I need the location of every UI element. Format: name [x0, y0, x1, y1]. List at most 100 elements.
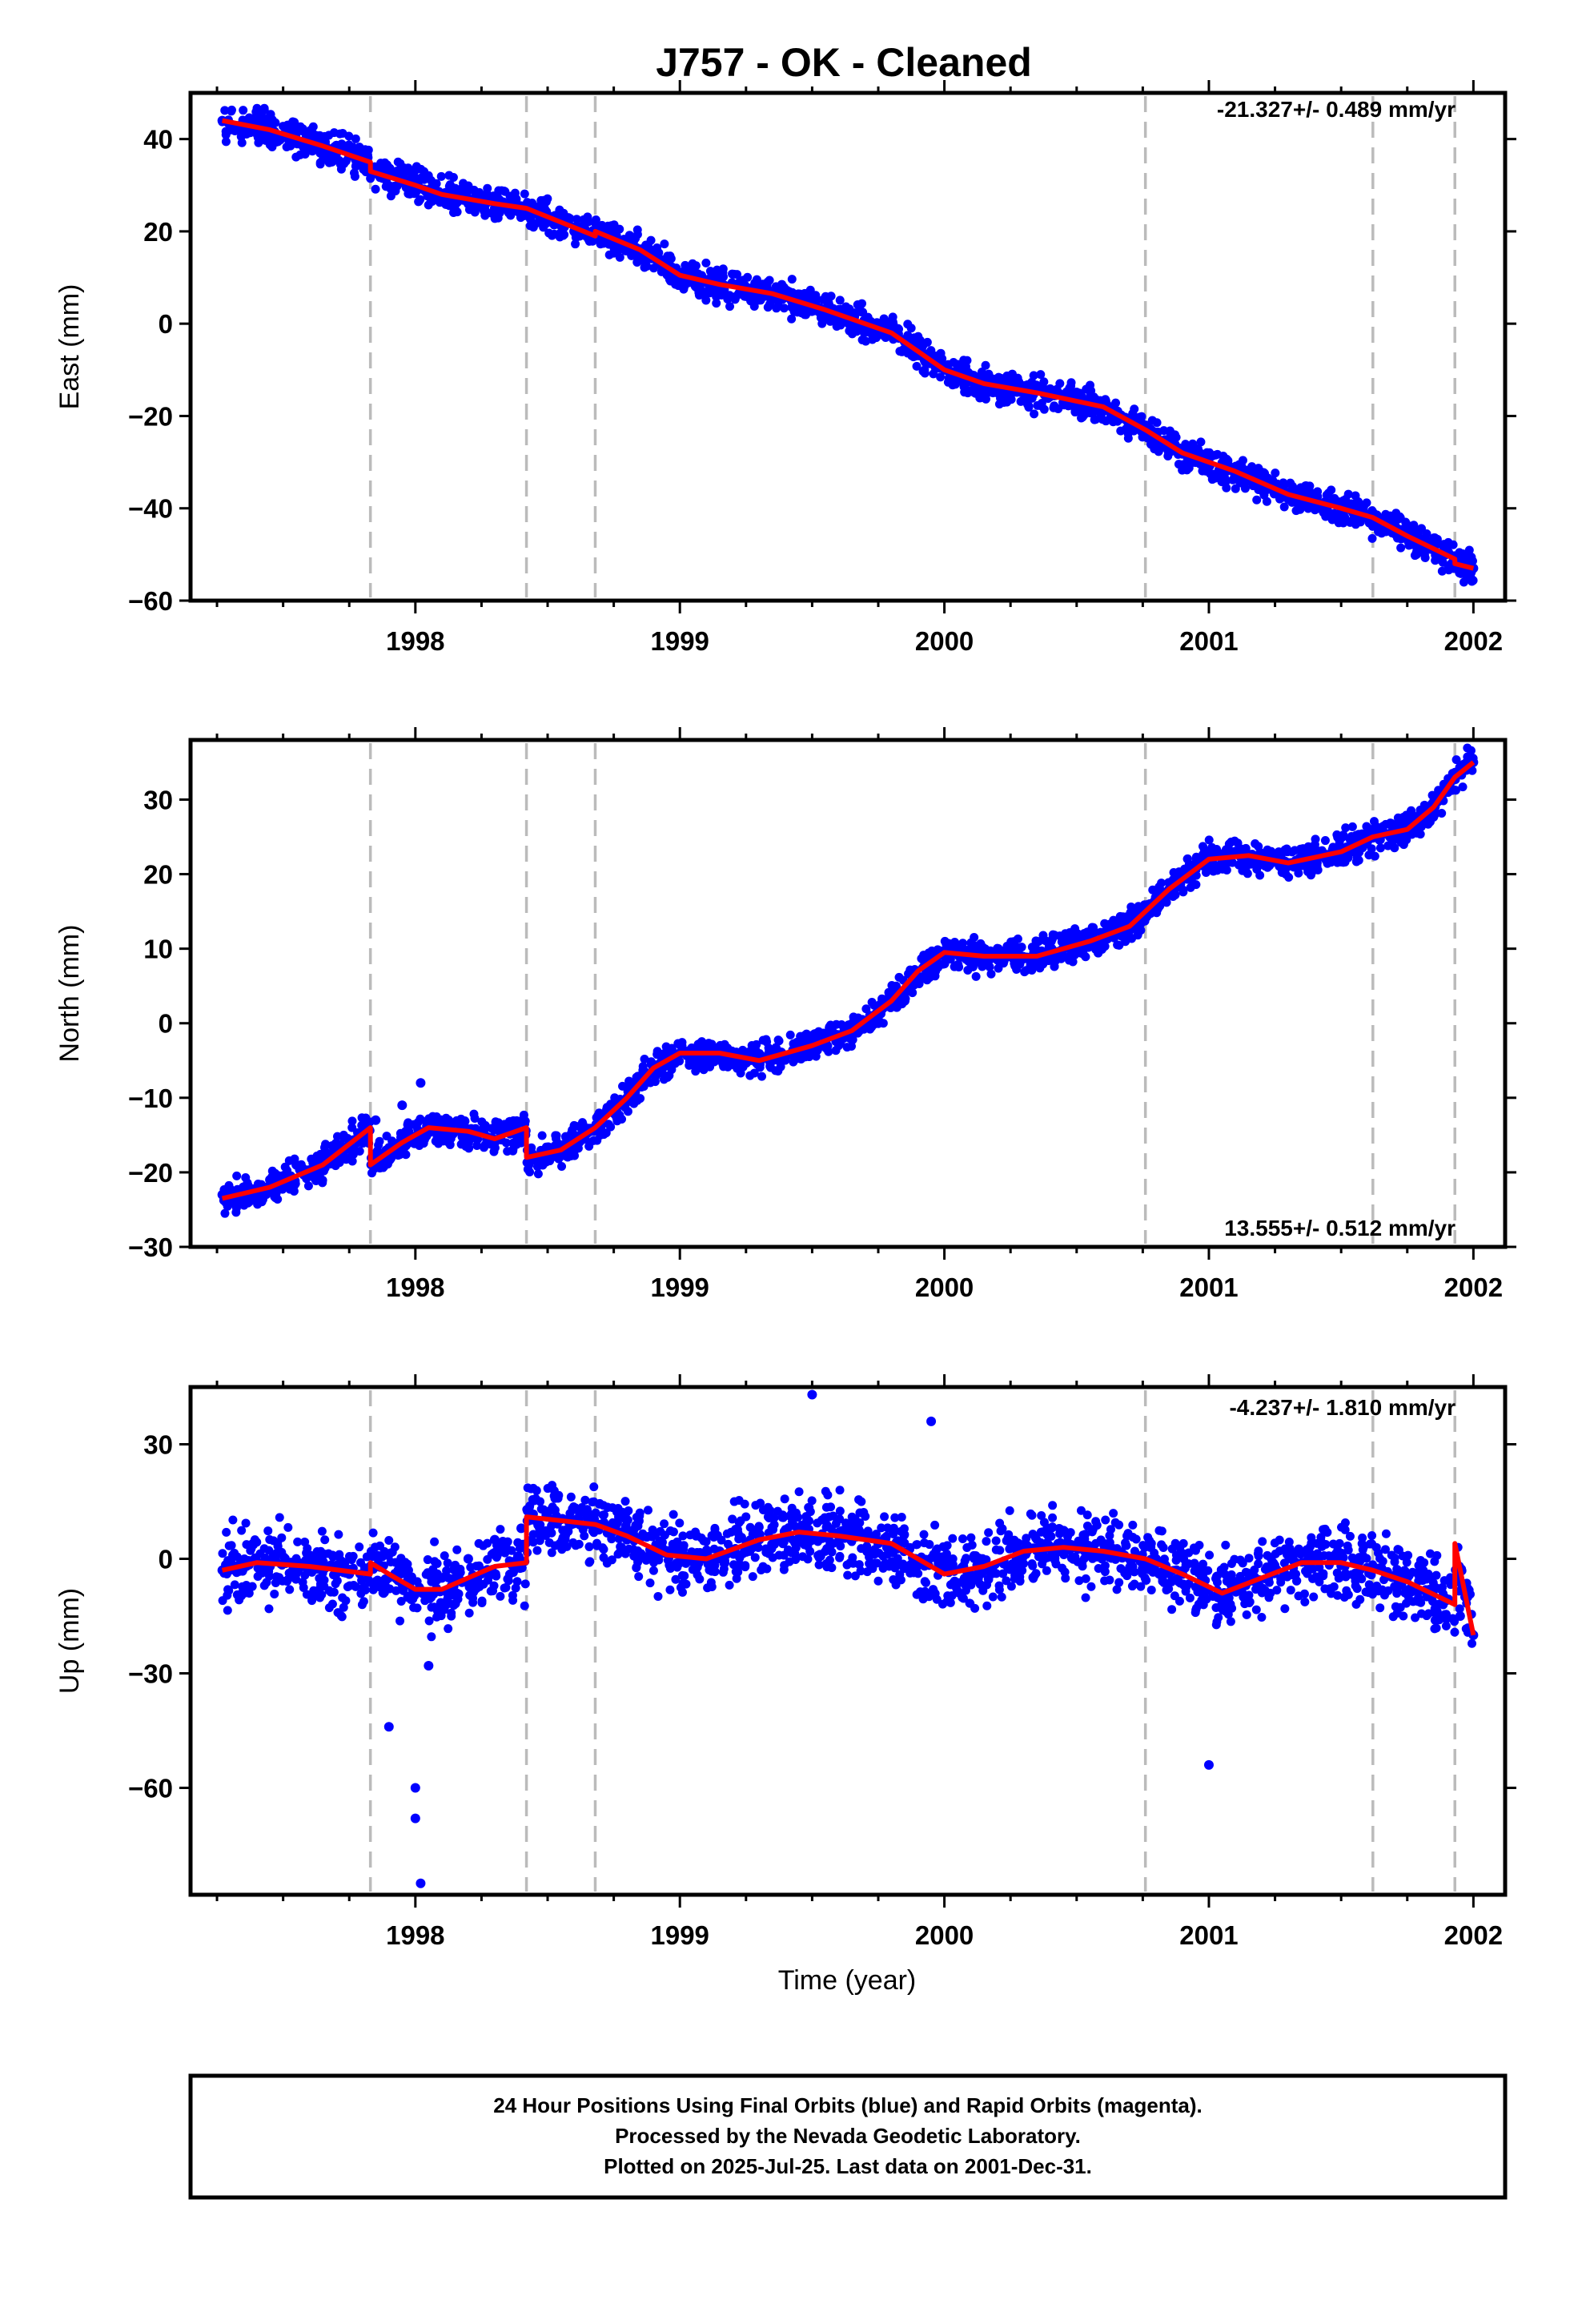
observation-point	[1050, 386, 1059, 396]
x-tick-label: 1999	[650, 626, 709, 656]
observation-point	[331, 1579, 340, 1589]
observation-point	[413, 1118, 423, 1128]
observation-point	[423, 191, 432, 201]
axes-frame	[188, 738, 1508, 1249]
observation-point	[1390, 843, 1399, 853]
observation-point	[894, 324, 904, 334]
observation-point	[1090, 415, 1099, 424]
observation-point	[1235, 460, 1244, 469]
observation-point	[1094, 945, 1104, 955]
observation-point	[1367, 533, 1377, 543]
observation-point	[981, 394, 990, 404]
observation-point	[718, 272, 728, 282]
observation-point	[912, 361, 921, 371]
observation-point	[1257, 485, 1267, 495]
observation-point	[1396, 543, 1406, 553]
observation-point	[980, 960, 990, 970]
observation-point	[414, 197, 424, 207]
observation-point	[528, 223, 538, 232]
observation-point	[589, 1482, 599, 1492]
observation-point	[629, 1096, 639, 1105]
observation-point	[545, 1156, 555, 1166]
observation-point	[366, 1546, 375, 1556]
observation-point	[448, 173, 458, 183]
observation-point	[371, 1115, 381, 1125]
observation-point	[1077, 413, 1086, 423]
observation-point	[966, 943, 976, 954]
observation-point	[1166, 429, 1175, 439]
observation-point	[725, 302, 735, 312]
observation-point	[1294, 862, 1303, 872]
observation-point	[403, 1120, 412, 1129]
observation-point	[516, 1131, 526, 1140]
observation-point	[1409, 521, 1419, 530]
observation-point	[1191, 852, 1201, 862]
observation-point	[1033, 400, 1042, 410]
observation-point	[557, 1545, 567, 1554]
observation-point	[305, 1590, 315, 1600]
y-tick-label: 30	[143, 785, 173, 814]
rate-label: -21.327+/- 0.489 mm/yr	[1217, 97, 1456, 122]
observation-point	[666, 254, 676, 263]
observation-point	[1207, 475, 1217, 485]
observation-point	[549, 1491, 559, 1501]
observation-point	[1327, 485, 1336, 495]
observation-point	[1248, 481, 1258, 491]
observation-point	[408, 1594, 418, 1604]
observation-point	[514, 1552, 524, 1562]
observation-point	[634, 1572, 644, 1582]
x-tick-label: 1998	[386, 1273, 444, 1302]
observation-point	[397, 1100, 408, 1111]
observation-point	[615, 252, 624, 262]
y-tick-label: −20	[128, 401, 173, 431]
observation-point	[1113, 940, 1122, 950]
observation-point	[807, 307, 817, 316]
observation-point	[873, 1018, 883, 1028]
observation-point	[246, 1546, 255, 1555]
observation-point	[341, 156, 351, 166]
observation-point	[532, 1162, 542, 1172]
observation-point	[701, 258, 711, 267]
observation-point	[321, 1140, 331, 1149]
x-tick-label: 2002	[1444, 626, 1503, 656]
observation-point	[1431, 556, 1440, 565]
observation-point	[578, 1525, 588, 1534]
observation-point	[757, 1072, 767, 1081]
observation-point	[537, 1131, 547, 1140]
observation-point	[623, 1515, 632, 1525]
observation-point	[752, 1039, 761, 1049]
model-line	[222, 118, 1475, 571]
observation-point	[525, 1167, 535, 1176]
observation-point	[496, 1525, 505, 1534]
observation-point	[1006, 372, 1016, 382]
observation-point	[669, 1510, 678, 1519]
observation-point	[375, 1541, 385, 1550]
observation-point	[1303, 842, 1313, 851]
observation-point	[845, 326, 854, 336]
observation-point	[1178, 885, 1188, 895]
observation-point	[823, 312, 833, 322]
observation-point	[789, 307, 799, 316]
observation-point	[511, 1583, 520, 1593]
observation-point	[1287, 847, 1297, 857]
observation-point	[585, 1557, 595, 1566]
observation-point	[1023, 400, 1033, 409]
observation-point	[479, 1579, 488, 1589]
observation-point	[1036, 370, 1046, 380]
observation-point	[536, 195, 546, 205]
observation-point	[687, 1059, 697, 1068]
observation-point	[519, 1110, 528, 1120]
y-tick-label: 20	[143, 860, 173, 890]
observation-point	[273, 1538, 283, 1548]
observation-point	[1061, 935, 1070, 945]
observation-point	[533, 1169, 543, 1179]
observation-point	[632, 1563, 641, 1573]
observation-point	[522, 1505, 532, 1514]
observation-point	[1252, 864, 1262, 874]
observation-point	[962, 356, 972, 365]
observation-point	[591, 1508, 600, 1518]
observation-point	[642, 261, 652, 271]
observation-point	[659, 1070, 669, 1080]
observation-point	[334, 1530, 343, 1539]
observation-point	[807, 1047, 817, 1058]
